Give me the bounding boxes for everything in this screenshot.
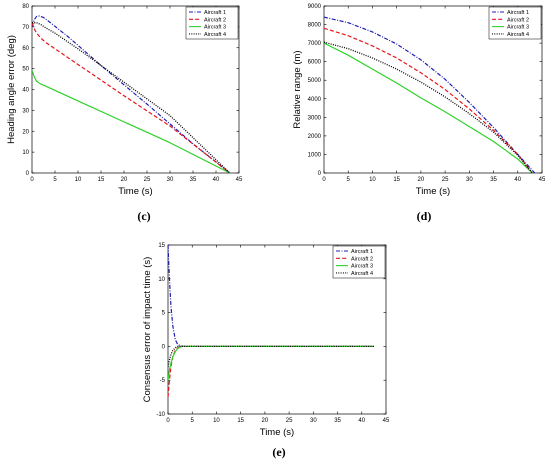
x-tick-label: 15: [393, 177, 400, 183]
x-tick-label: 40: [358, 418, 365, 424]
legend-label-aircraft-1: Aircraft 1: [507, 10, 529, 16]
series-line-aircraft-2: [32, 22, 231, 173]
x-tick-label: 25: [442, 177, 449, 183]
x-tick-label: 0: [322, 177, 326, 183]
y-tick-label: 70: [22, 25, 29, 31]
x-tick-label: 35: [334, 418, 341, 424]
y-tick-label: 0: [318, 171, 322, 177]
x-tick-label: 15: [98, 177, 105, 183]
x-tick-label: 10: [213, 418, 220, 424]
x-tick-label: 20: [262, 418, 269, 424]
chart-consensus-error: 0 5 10 15 20 25 30 35 40 45 -10 -5 0 5 10 15 Time (s) Con…: [142, 243, 390, 438]
x-tick-label: 5: [347, 177, 351, 183]
series-line-aircraft-1: [168, 245, 374, 347]
x-tick-label: 0: [166, 418, 170, 424]
x-tick-label: 30: [310, 418, 317, 424]
series-line-aircraft-1: [32, 15, 231, 173]
x-tick-label: 40: [213, 177, 220, 183]
x-tick-label: 45: [539, 177, 546, 183]
plot-frame: [323, 5, 543, 174]
panel-label-d: (d): [417, 209, 432, 223]
series-line-aircraft-4: [32, 22, 231, 173]
legend-label-aircraft-3: Aircraft 3: [351, 264, 373, 270]
x-axis-label: Time (s): [416, 186, 450, 197]
x-tick-label: 5: [53, 177, 57, 183]
series-line-aircraft-4: [324, 41, 533, 173]
x-tick-label: 20: [418, 177, 425, 183]
y-tick-label: 3000: [308, 115, 322, 121]
x-axis-label: Time (s): [260, 427, 294, 438]
y-tick-label: 15: [158, 243, 165, 249]
y-tick-label: 10: [22, 150, 29, 156]
y-axis-label: Relative range (m): [292, 50, 303, 128]
plot-frame: [167, 244, 387, 415]
x-tick-label: 15: [237, 418, 244, 424]
x-tick-label: 30: [466, 177, 473, 183]
x-tick-label: 45: [383, 418, 390, 424]
x-tick-label: 10: [75, 177, 82, 183]
x-axis-label: Time (s): [118, 186, 152, 197]
series-line-aircraft-3: [168, 345, 374, 381]
y-tick-label: -5: [160, 378, 166, 384]
y-tick-label: 50: [22, 67, 29, 73]
x-tick-label: 10: [369, 177, 376, 183]
y-tick-label: 40: [22, 88, 29, 94]
y-tick-label: 0: [162, 344, 166, 350]
x-tick-label: 5: [191, 418, 195, 424]
y-tick-label: 4000: [308, 97, 322, 103]
series-line-aircraft-1: [324, 16, 536, 173]
y-axis-label: Consensus error of impact time (s): [142, 257, 153, 403]
x-tick-label: 35: [490, 177, 497, 183]
legend-label-aircraft-4: Aircraft 4: [507, 32, 529, 38]
series-line-aircraft-4: [168, 345, 374, 367]
y-tick-label: 9000: [308, 4, 322, 10]
y-tick-label: 60: [22, 46, 29, 52]
chart-heading-angle-error: 0 5 10 15 20 25 30 35 40 45 0 10 20 30 40 50 60 70 80 Time …: [6, 4, 243, 197]
x-tick-label: 35: [190, 177, 197, 183]
panel-label-c: (c): [137, 209, 150, 223]
x-tick-label: 45: [236, 177, 243, 183]
panel-label-e: (e): [272, 445, 285, 459]
legend-label-aircraft-1: Aircraft 1: [204, 10, 226, 16]
series-line-aircraft-3: [324, 42, 533, 173]
y-tick-label: -10: [156, 412, 165, 418]
y-tick-label: 7000: [308, 41, 322, 47]
series-line-aircraft-2: [168, 345, 374, 398]
y-tick-label: 20: [22, 129, 29, 135]
x-tick-label: 25: [144, 177, 151, 183]
y-tick-label: 1000: [308, 152, 322, 158]
x-tick-label: 40: [514, 177, 521, 183]
x-tick-label: 25: [286, 418, 293, 424]
legend-label-aircraft-2: Aircraft 2: [507, 17, 529, 23]
y-tick-label: 6000: [308, 60, 322, 66]
series-line-aircraft-3: [32, 70, 231, 173]
y-tick-label: 5: [162, 311, 166, 317]
x-tick-label: 20: [121, 177, 128, 183]
legend-label-aircraft-4: Aircraft 4: [351, 271, 373, 277]
legend-label-aircraft-3: Aircraft 3: [507, 25, 529, 31]
y-tick-label: 0: [26, 171, 30, 177]
legend-label-aircraft-3: Aircraft 3: [204, 25, 226, 31]
y-axis-label: Heading angle error (deg): [6, 35, 17, 144]
y-tick-label: 30: [22, 108, 29, 114]
legend-label-aircraft-4: Aircraft 4: [204, 32, 226, 38]
x-tick-label: 30: [167, 177, 174, 183]
y-tick-label: 80: [22, 4, 29, 10]
y-tick-label: 2000: [308, 134, 322, 140]
y-tick-label: 5000: [308, 78, 322, 84]
legend-label-aircraft-1: Aircraft 1: [351, 249, 373, 255]
series-line-aircraft-2: [324, 27, 533, 173]
y-tick-label: 10: [158, 277, 165, 283]
x-tick-label: 0: [30, 177, 34, 183]
legend-label-aircraft-2: Aircraft 2: [204, 17, 226, 23]
y-tick-label: 8000: [308, 23, 322, 29]
legend-label-aircraft-2: Aircraft 2: [351, 256, 373, 262]
chart-relative-range: 0 5 10 15 20 25 30 35 40 45 0 1000 2000 3000 4000 5000 6…: [292, 4, 546, 197]
